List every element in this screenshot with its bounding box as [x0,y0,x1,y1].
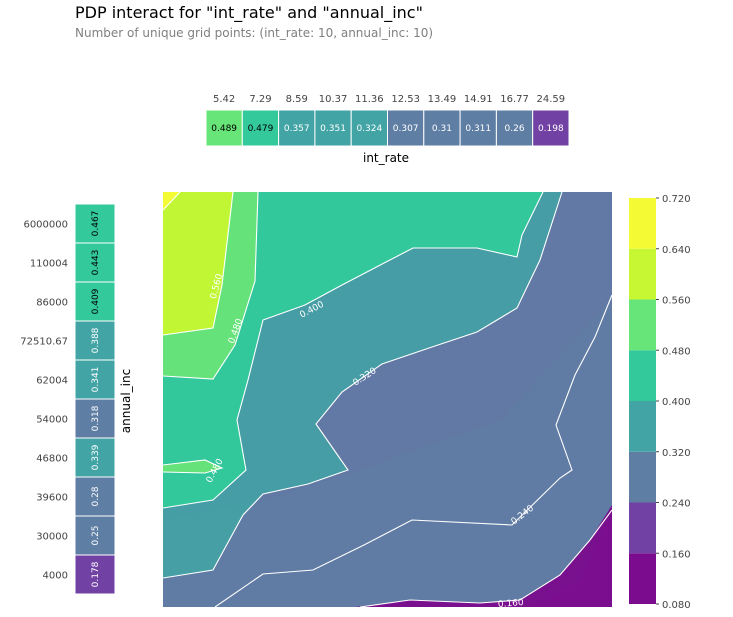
chart-title: PDP interact for "int_rate" and "annual_… [75,3,423,22]
contour-band-0.40 [163,192,543,508]
colorbar-segment [629,350,656,401]
annual-inc-cell-value: 0.409 [91,288,101,314]
annual-inc-tick-label: 30000 [36,532,68,543]
annual-inc-cell-value: 0.339 [91,444,101,470]
int-rate-cell-value: 0.311 [465,124,491,134]
colorbar-tick-label: 0.400 [662,397,691,408]
colorbar-segment [629,401,656,452]
annual-inc-cell-value: 0.28 [91,486,101,506]
contour-label: 0.160 [498,598,525,610]
annual-inc-strip: 0.467 6000000 0.443 110004 0.409 86000 0.388 72… [20,203,116,595]
annual-inc-tick-label: 46800 [36,454,68,465]
int-rate-tick-label: 14.91 [464,94,493,105]
int-rate-tick-label: 12.53 [391,94,420,105]
int-rate-tick-label: 8.59 [286,94,308,105]
int-rate-cell-value: 0.489 [211,124,237,134]
colorbar-tick-label: 0.080 [662,600,691,611]
annual-inc-tick-label: 6000000 [23,220,68,231]
colorbar-segment [629,451,656,503]
int-rate-tick-label: 10.37 [319,94,348,105]
contour-band-0.08-bottom [355,505,612,607]
int-rate-cell [532,109,570,147]
int-rate-cell-value: 0.307 [393,124,419,134]
int-rate-cell-value: 0.198 [538,124,564,134]
annual-inc-cell [74,242,116,283]
annual-inc-tick-label: 110004 [30,259,68,270]
annual-inc-tick-label: 4000 [43,571,68,582]
colorbar-tick-label: 0.720 [662,194,691,205]
colorbar-segment [629,553,656,604]
int-rate-tick-label: 7.29 [249,94,271,105]
colorbar-tick-label: 0.480 [662,346,691,357]
annual-inc-cell-value: 0.25 [91,525,101,545]
colorbar-segment [629,502,656,554]
int-rate-cell-value: 0.31 [432,124,452,134]
int-rate-axis-label: int_rate [363,151,409,165]
annual-inc-cell [74,320,116,361]
int-rate-cell [495,109,534,147]
annual-inc-cell-value: 0.341 [91,367,101,393]
annual-inc-cell-value: 0.318 [91,405,101,431]
int-rate-tick-label: 24.59 [537,94,566,105]
contour-line-0.48-b [163,459,224,474]
contour-line-0.48 [163,192,259,380]
colorbar-tick-label: 0.160 [662,549,691,560]
annual-inc-tick-label: 39600 [36,493,68,504]
int-rate-strip: 0.489 5.42 0.479 7.29 0.357 8.59 0.351 10.37 0.3… [205,94,570,147]
int-rate-cell [350,109,389,147]
annual-inc-tick-label: 54000 [36,415,68,426]
annual-inc-cell-value: 0.467 [91,211,101,237]
colorbar: 0.720 0.640 0.560 0.480 0.400 0.320 0.240 0.160… [629,194,691,611]
int-rate-cell [278,109,316,147]
colorbar-tick-label: 0.320 [662,448,691,459]
int-rate-tick-label: 5.42 [213,94,235,105]
int-rate-cell [459,109,497,147]
int-rate-tick-label: 16.77 [500,94,529,105]
annual-inc-cell [74,554,116,595]
colorbar-tick-label: 0.560 [662,296,691,307]
annual-inc-tick-label: 86000 [36,298,68,309]
int-rate-cell [314,109,352,147]
contour-band-0.24 [163,192,612,607]
int-rate-cell [205,109,243,147]
annual-inc-tick-label: 62004 [36,376,68,387]
annual-inc-cell-value: 0.178 [91,561,101,587]
contour-line-0.40 [163,192,544,509]
contour-band-0.56 [163,192,233,335]
int-rate-cell-value: 0.26 [505,124,525,134]
colorbar-tick-label: 0.640 [662,245,691,256]
annual-inc-cell [74,515,116,556]
annual-inc-cell [74,476,116,517]
colorbar-segment [629,248,656,300]
int-rate-cell-value: 0.324 [356,124,382,134]
contour-line-0.64 [163,192,181,211]
annual-inc-tick-label: 72510.67 [20,337,68,348]
int-rate-tick-label: 13.49 [428,94,457,105]
contour-line-0.16 [359,509,612,607]
colorbar-tick-label: 0.240 [662,499,691,510]
int-rate-cell [423,109,461,147]
annual-inc-cell [74,203,116,244]
contour-line-0.56 [163,192,234,336]
contour-line-0.24 [214,294,612,607]
annual-inc-cell-value: 0.388 [91,327,101,353]
colorbar-segment [629,299,656,351]
colorbar-segment [629,198,656,249]
annual-inc-axis-label: annual_inc [119,369,133,433]
int-rate-cell [387,109,425,147]
contour-plot [163,192,612,607]
int-rate-cell-value: 0.479 [248,124,274,134]
contour-line-0.32 [163,192,563,579]
chart-subtitle: Number of unique grid points: (int_rate:… [75,26,434,40]
int-rate-cell-value: 0.351 [320,124,346,134]
annual-inc-cell-value: 0.443 [91,250,101,276]
int-rate-cell-value: 0.357 [284,124,310,134]
int-rate-tick-label: 11.36 [355,94,384,105]
